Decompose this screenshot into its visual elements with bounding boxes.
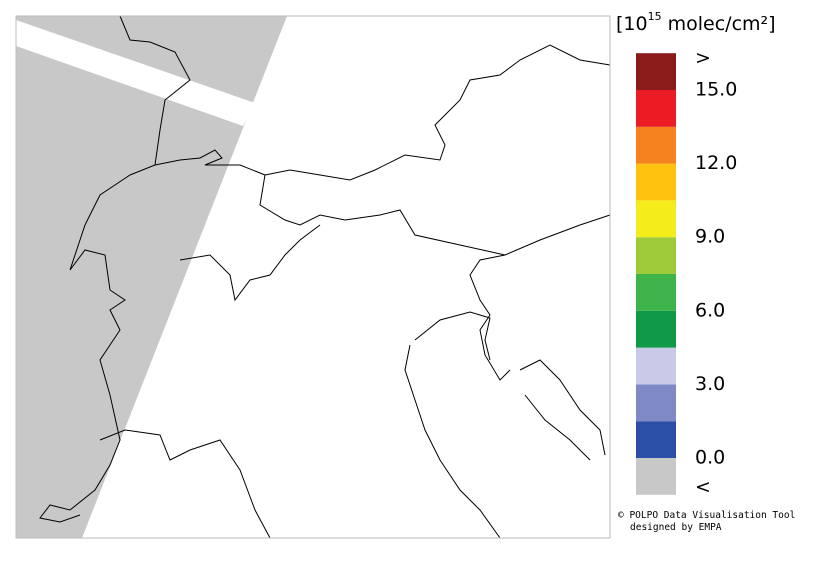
- unit-exponent: 15: [648, 10, 662, 23]
- color-bin-over: [636, 53, 676, 90]
- tick-label: 3.0: [695, 373, 725, 395]
- color-bin: [636, 126, 676, 164]
- legend-unit: [1015 molec/cm²]: [616, 10, 776, 35]
- color-bin: [636, 163, 676, 201]
- satellite-swath: [16, 16, 287, 538]
- under-label: <: [695, 476, 711, 498]
- tick-label: 9.0: [695, 226, 725, 248]
- color-bin: [636, 421, 676, 458]
- color-bin: [636, 310, 676, 348]
- tick-label: 6.0: [695, 299, 725, 321]
- color-bin: [636, 200, 676, 238]
- color-bin: [636, 347, 676, 385]
- unit-suffix: molec/cm²]: [662, 13, 776, 35]
- color-bin: [636, 274, 676, 311]
- tick-label: 12.0: [695, 152, 737, 174]
- credit-line: designed by EMPA: [630, 522, 722, 533]
- map-frame: [15, 15, 611, 539]
- color-bin: [636, 384, 676, 422]
- credit-line: © POLPO Data Visualisation Tool: [618, 510, 795, 521]
- over-label: >: [695, 47, 711, 69]
- color-bin: [636, 90, 676, 127]
- color-bin-under: [636, 458, 676, 495]
- tick-label: 15.0: [695, 79, 737, 101]
- color-bin: [636, 237, 676, 274]
- country-borders: [39, 15, 611, 539]
- map: [15, 15, 611, 539]
- tick-label: 0.0: [695, 447, 725, 469]
- swath-gap: [16, 20, 255, 126]
- unit-prefix: [10: [616, 13, 648, 35]
